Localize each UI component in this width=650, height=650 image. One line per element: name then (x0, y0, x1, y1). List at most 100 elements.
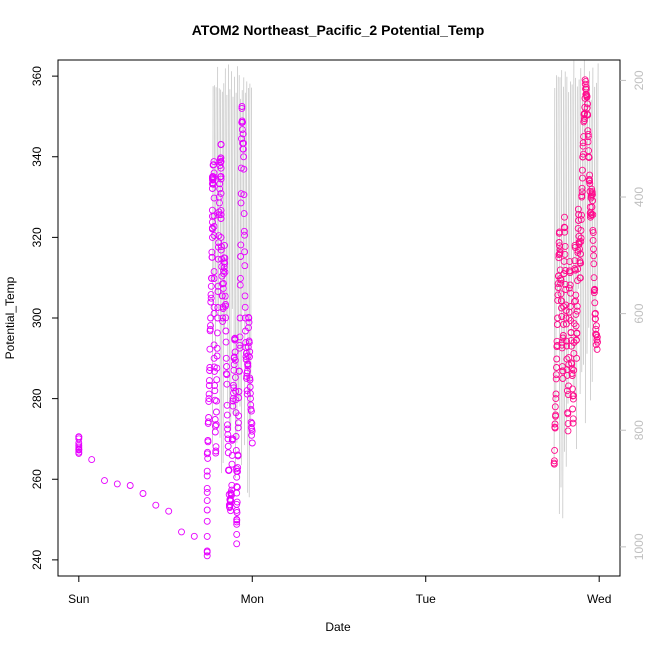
data-point (563, 337, 571, 345)
data-point (236, 341, 244, 349)
data-point (551, 446, 559, 454)
data-point (241, 292, 249, 300)
data-point (593, 333, 601, 341)
data-point (550, 460, 558, 468)
data-point (551, 420, 559, 428)
data-point (563, 371, 571, 379)
data-point (75, 435, 83, 443)
data-point (203, 506, 211, 514)
data-point (231, 373, 239, 381)
data-point (228, 460, 236, 468)
data-point (577, 250, 584, 258)
data-point (560, 257, 568, 265)
data-point (230, 384, 238, 392)
data-point (230, 361, 238, 369)
data-point (569, 419, 577, 427)
data-point (561, 213, 568, 221)
data-point (247, 407, 255, 415)
data-point (224, 442, 232, 450)
data-point (556, 266, 564, 274)
data-point (210, 223, 218, 230)
data-point (203, 484, 211, 492)
data-point (205, 395, 213, 403)
data-point (211, 387, 219, 395)
data-point (113, 480, 121, 488)
data-point (585, 154, 593, 162)
data-point (566, 281, 574, 289)
data-point (588, 185, 596, 193)
data-point (245, 339, 253, 347)
data-point (557, 290, 565, 298)
data-point (578, 193, 586, 201)
data-point (245, 324, 252, 332)
data-point (126, 482, 134, 489)
data-point (240, 227, 248, 235)
data-point (574, 205, 582, 213)
data-point (565, 284, 573, 292)
data-point (213, 397, 220, 405)
data-point (553, 337, 561, 345)
data-point (241, 303, 249, 311)
data-point (558, 313, 566, 320)
data-point (589, 229, 597, 237)
data-point (214, 314, 222, 322)
data-point (223, 380, 231, 388)
data-point (572, 310, 580, 318)
y-tick-label: 280 (30, 388, 44, 408)
data-point (248, 427, 256, 435)
data-point (217, 140, 225, 148)
data-point (241, 231, 248, 239)
data-point (217, 215, 225, 222)
data-point (558, 344, 566, 352)
data-point (211, 428, 219, 436)
data-point (233, 473, 241, 481)
x-tick-label: Tue (416, 592, 437, 606)
data-point (233, 483, 241, 491)
data-point (212, 447, 220, 455)
data-point (552, 375, 560, 383)
data-point (220, 270, 228, 278)
data-point (211, 382, 219, 389)
data-point (572, 322, 580, 330)
data-point (590, 245, 597, 253)
data-point (229, 435, 237, 443)
data-point (562, 320, 570, 328)
data-point (579, 142, 587, 150)
data-point (584, 111, 592, 119)
data-point (215, 232, 223, 240)
data-point (210, 194, 218, 202)
data-point (243, 367, 251, 375)
data-point (217, 211, 225, 219)
data-point (203, 517, 211, 525)
data-point (206, 367, 214, 374)
data-point (241, 248, 249, 256)
data-point (207, 282, 215, 290)
data-point (578, 166, 586, 174)
data-point (229, 381, 237, 389)
data-point (205, 390, 213, 398)
x-axis-label: Date (325, 620, 351, 634)
y2-tick-label: 400 (632, 187, 646, 207)
data-point (572, 291, 580, 299)
data-point (593, 345, 601, 353)
y2-axis: 200 400 600 800 1000 (620, 70, 646, 560)
data-point (589, 211, 597, 219)
data-point (552, 395, 560, 403)
data-point (563, 342, 571, 350)
data-point (217, 164, 225, 172)
data-point (209, 172, 217, 180)
data-point (241, 262, 249, 270)
data-point (574, 265, 582, 273)
data-point (212, 421, 220, 429)
data-point (228, 486, 236, 494)
data-point (558, 341, 566, 349)
data-point (556, 246, 564, 254)
data-point (592, 315, 599, 323)
data-point (217, 175, 225, 183)
data-point (568, 365, 576, 373)
y-tick-label: 260 (30, 469, 44, 489)
data-point (222, 327, 230, 335)
data-point (219, 314, 227, 322)
data-point (556, 228, 563, 236)
